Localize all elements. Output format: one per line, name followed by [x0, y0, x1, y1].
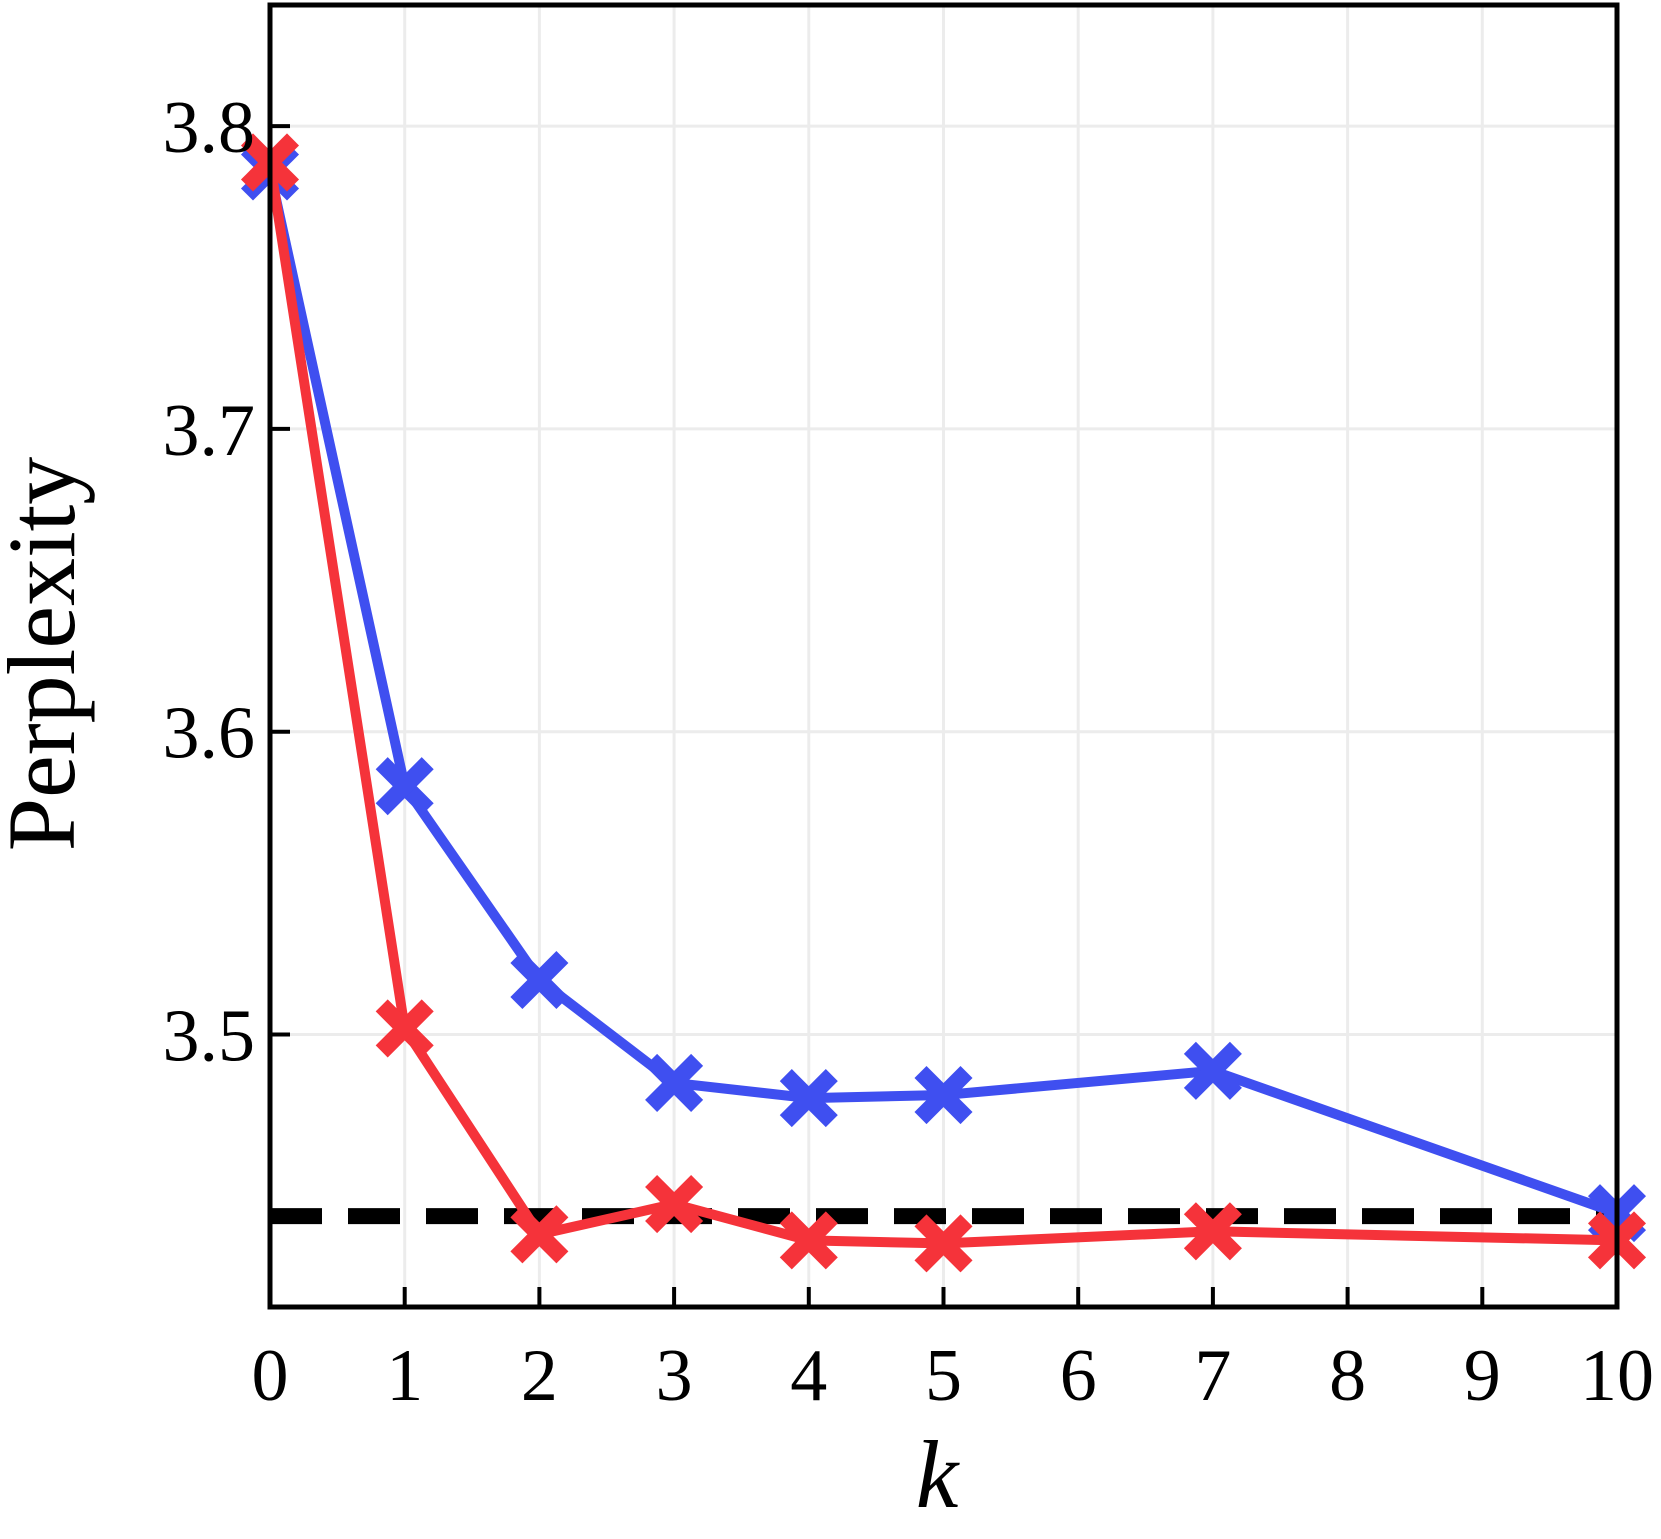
series-1-point — [1183, 1041, 1242, 1100]
x-tick-label: 2 — [521, 1335, 558, 1417]
series-1-point — [779, 1069, 838, 1128]
series-2-line — [265, 157, 1622, 1249]
x-marker-stroke — [914, 1214, 973, 1273]
x-marker-stroke — [375, 757, 434, 816]
y-axis-title: Perplexity — [0, 457, 95, 852]
series-1-point — [510, 950, 569, 1010]
series-1-point — [645, 1053, 704, 1112]
x-marker-stroke — [914, 1066, 973, 1125]
series-1-line — [265, 166, 1622, 1219]
series-1-point — [914, 1066, 973, 1125]
x-tick-labels: 0 1 2 3 4 5 6 7 8 9 10 — [252, 1335, 1655, 1417]
x-axis-title: k — [916, 1421, 961, 1528]
x-tick-label: 6 — [1060, 1335, 1097, 1417]
x-marker-stroke — [779, 1211, 838, 1270]
x-tick-label: 8 — [1329, 1335, 1366, 1417]
series-2-point — [779, 1211, 838, 1270]
x-tick-label: 0 — [252, 1335, 289, 1417]
y-tick-label: 3.7 — [163, 390, 256, 472]
y-tick-labels: 3.5 3.6 3.7 3.8 — [163, 87, 256, 1077]
x-tick-label: 10 — [1580, 1335, 1654, 1417]
series-2-point — [645, 1175, 704, 1234]
plot-frame — [267, 2, 1620, 1310]
y-tick-label: 3.6 — [163, 693, 256, 775]
y-tick-label: 3.8 — [163, 87, 256, 169]
series-2-point — [375, 999, 434, 1058]
x-marker-stroke — [510, 950, 569, 1010]
x-tick-label: 4 — [790, 1335, 827, 1417]
x-tick-label: 5 — [925, 1335, 962, 1417]
x-marker-stroke — [645, 1175, 704, 1234]
x-tick-label: 3 — [656, 1335, 693, 1417]
series-2-point — [914, 1214, 973, 1273]
x-tick-label: 7 — [1194, 1335, 1231, 1417]
x-marker-stroke — [1183, 1041, 1242, 1100]
x-marker-stroke — [645, 1053, 704, 1112]
x-marker-stroke — [510, 1205, 569, 1264]
x-tick-label: 9 — [1464, 1335, 1501, 1417]
series-layer — [240, 133, 1647, 1273]
y-tick-label: 3.5 — [163, 995, 256, 1077]
series-1-point — [375, 757, 434, 816]
series-2-point — [510, 1205, 569, 1264]
x-tick-label: 1 — [386, 1335, 423, 1417]
x-marker-stroke — [779, 1069, 838, 1128]
series-2-point — [1183, 1202, 1242, 1261]
x-marker-stroke — [375, 999, 434, 1058]
x-marker-stroke — [1183, 1202, 1242, 1261]
